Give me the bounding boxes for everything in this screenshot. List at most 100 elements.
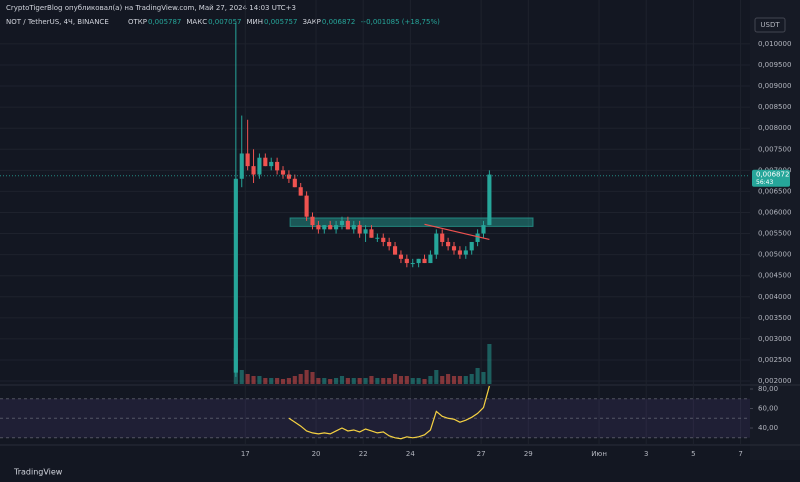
candle-body (381, 237, 386, 242)
candle-body (239, 153, 244, 179)
volume-bar (451, 376, 457, 384)
candle-body (280, 170, 286, 175)
volume-bar (434, 370, 439, 384)
rsi-line (288, 385, 490, 440)
legend-value: 0,005787 (148, 18, 181, 26)
y-tick-label: 0,010000 (758, 40, 791, 48)
candle-body (387, 241, 392, 247)
volume-bar (469, 374, 474, 384)
x-tick-label: 7 (738, 450, 742, 458)
x-tick-label: 24 (406, 450, 415, 458)
x-tick-label: 3 (644, 450, 648, 458)
candle-body (446, 241, 451, 247)
volume-bar (263, 378, 268, 384)
candle-body (328, 225, 333, 230)
legend-value: 0,006872 (322, 18, 355, 26)
price-axis-bg (750, 0, 800, 460)
y-tick-label: 0,004500 (758, 272, 791, 280)
volume-bar (304, 370, 309, 384)
y-tick-label: 0,003000 (758, 335, 791, 343)
candle-body (422, 258, 427, 264)
y-tick-label: 0,005000 (758, 251, 791, 259)
candle-body (345, 220, 350, 230)
candle-body (457, 250, 462, 255)
volume-bar (398, 376, 404, 384)
candle-body (404, 258, 409, 264)
y-tick-label: 0,008000 (758, 124, 791, 132)
y-tick-label: 0,009500 (758, 61, 791, 69)
candle-body (434, 233, 439, 255)
volume-bar (387, 378, 392, 384)
x-tick-label: Июн (591, 450, 607, 458)
candle-body (245, 153, 250, 167)
candle-body (334, 225, 339, 230)
candle-body (440, 233, 445, 242)
y-tick-label: 0,002500 (758, 356, 791, 364)
volume-bar (463, 376, 468, 384)
candle-body (487, 174, 492, 226)
candle-body (369, 229, 374, 238)
volume-bar (322, 378, 327, 384)
candle-body (428, 254, 433, 264)
legend-value: 0,005757 (264, 18, 297, 26)
volume-bar (357, 378, 362, 384)
x-tick-label: 17 (241, 450, 250, 458)
volume-bar (487, 344, 492, 384)
symbol: NOT / TetherUS, 4Ч, BINANCE (6, 18, 109, 26)
candle-body (292, 178, 297, 188)
volume-bar (440, 376, 445, 384)
volume-bar (245, 374, 250, 384)
volume-bar (351, 378, 356, 384)
x-tick-label: 22 (359, 450, 368, 458)
volume-bar (422, 379, 427, 384)
volume-bar (239, 370, 244, 384)
candle-body (275, 161, 280, 171)
volume-bar (257, 376, 262, 384)
candle-body (463, 250, 468, 255)
y-tick-label: 0,007500 (758, 145, 791, 153)
x-tick-label: 20 (312, 450, 321, 458)
rsi-tick-label: 40,00 (758, 424, 778, 432)
header: CryptoTigerBlog опубликовал(а) на Tradin… (6, 4, 296, 12)
volume-bar (410, 378, 415, 384)
y-tick-label: 0,005500 (758, 230, 791, 238)
volume-bar (446, 374, 451, 384)
volume-bar (428, 376, 433, 384)
x-tick-label: 5 (691, 450, 695, 458)
rsi-tick-label: 60,00 (758, 405, 778, 413)
trendline (424, 223, 490, 241)
volume-bar (292, 376, 297, 384)
volume-bar (481, 372, 486, 384)
y-tick-label: 0,006000 (758, 208, 791, 216)
volume-bar (251, 376, 256, 384)
y-tick-label: 0,008500 (758, 103, 791, 111)
candle-body (416, 258, 421, 264)
x-tick-label: 27 (477, 450, 486, 458)
legend-value: 0,007057 (208, 18, 241, 26)
candle-body (475, 233, 480, 242)
footer: TradingView (13, 468, 63, 477)
volume-bar (381, 378, 386, 384)
currency[interactable]: USDT (760, 21, 780, 29)
volume-bar (298, 374, 303, 384)
volume-bar (345, 378, 350, 384)
x-tick-label: 29 (524, 450, 533, 458)
volume-bar (339, 376, 345, 384)
y-tick-label: 0,003500 (758, 314, 791, 322)
candle-body (363, 229, 368, 234)
volume-bar (269, 378, 274, 384)
candle-body (339, 220, 345, 226)
legend-change: +0,001085 (+18,75%) (360, 18, 440, 26)
volume-bar (328, 379, 333, 384)
candle-body (322, 225, 327, 230)
candle-body (357, 225, 362, 234)
volume-bar (275, 378, 280, 384)
volume-bar (316, 378, 321, 384)
candle-body (392, 246, 398, 255)
volume-bar (416, 378, 421, 384)
volume-bar (475, 368, 480, 384)
currency-box[interactable] (754, 17, 786, 33)
